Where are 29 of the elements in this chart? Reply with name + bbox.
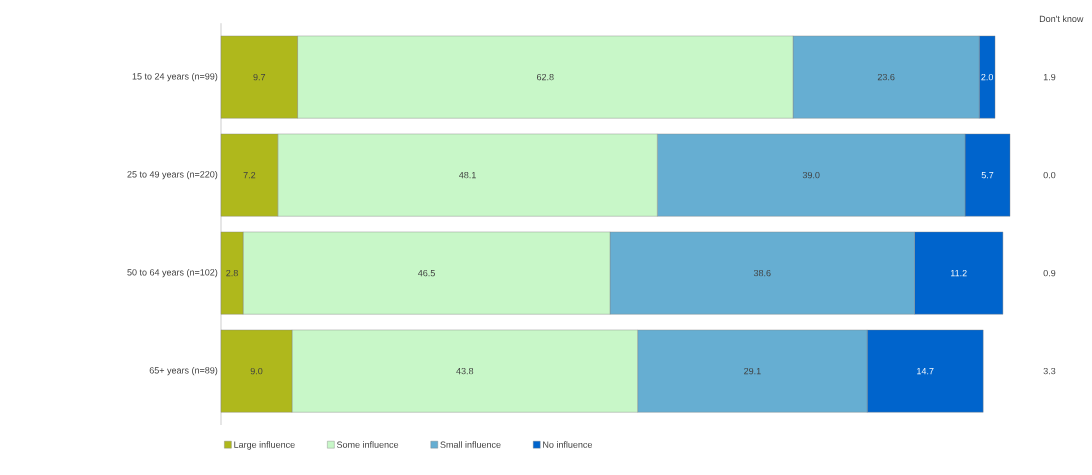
data-label: 2.0 [981,73,994,81]
legend-label: No influence [543,441,593,448]
data-label: 7.2 [243,171,256,179]
data-label: 11.2 [950,269,967,277]
legend-label: Some influence [336,441,399,448]
data-label: 9.0 [250,367,263,375]
text: Don't know [1039,15,1084,23]
legend-label: Small influence [440,441,501,448]
data-label: 39.0 [802,171,820,179]
y-tick-label: 15 to 24 years (n=99) [132,72,218,82]
data-label: 29.1 [744,367,761,375]
data-label: 14.7 [917,368,934,375]
text: 1.9 [1043,73,1056,81]
text: 0.0 [1043,171,1056,179]
data-label: 9.7 [253,73,266,81]
data-label: 43.8 [456,367,474,375]
data-label: 48.1 [459,171,476,179]
legend-label: Large influence [234,441,295,450]
data-label: 38.6 [753,269,771,277]
text: 3.3 [1043,367,1056,375]
y-tick-label: 50 to 64 years (n=102) [127,268,218,278]
data-label: 62.8 [536,73,554,81]
text: 0.9 [1043,269,1056,277]
data-label: 5.7 [981,171,994,179]
data-label: 23.6 [877,73,895,81]
y-tick-label: 65+ years (n=89) [149,366,218,376]
data-label: 2.8 [226,269,238,277]
data-label: 46.5 [417,269,435,277]
y-tick-label: 25 to 49 years (n=220) [127,170,218,180]
